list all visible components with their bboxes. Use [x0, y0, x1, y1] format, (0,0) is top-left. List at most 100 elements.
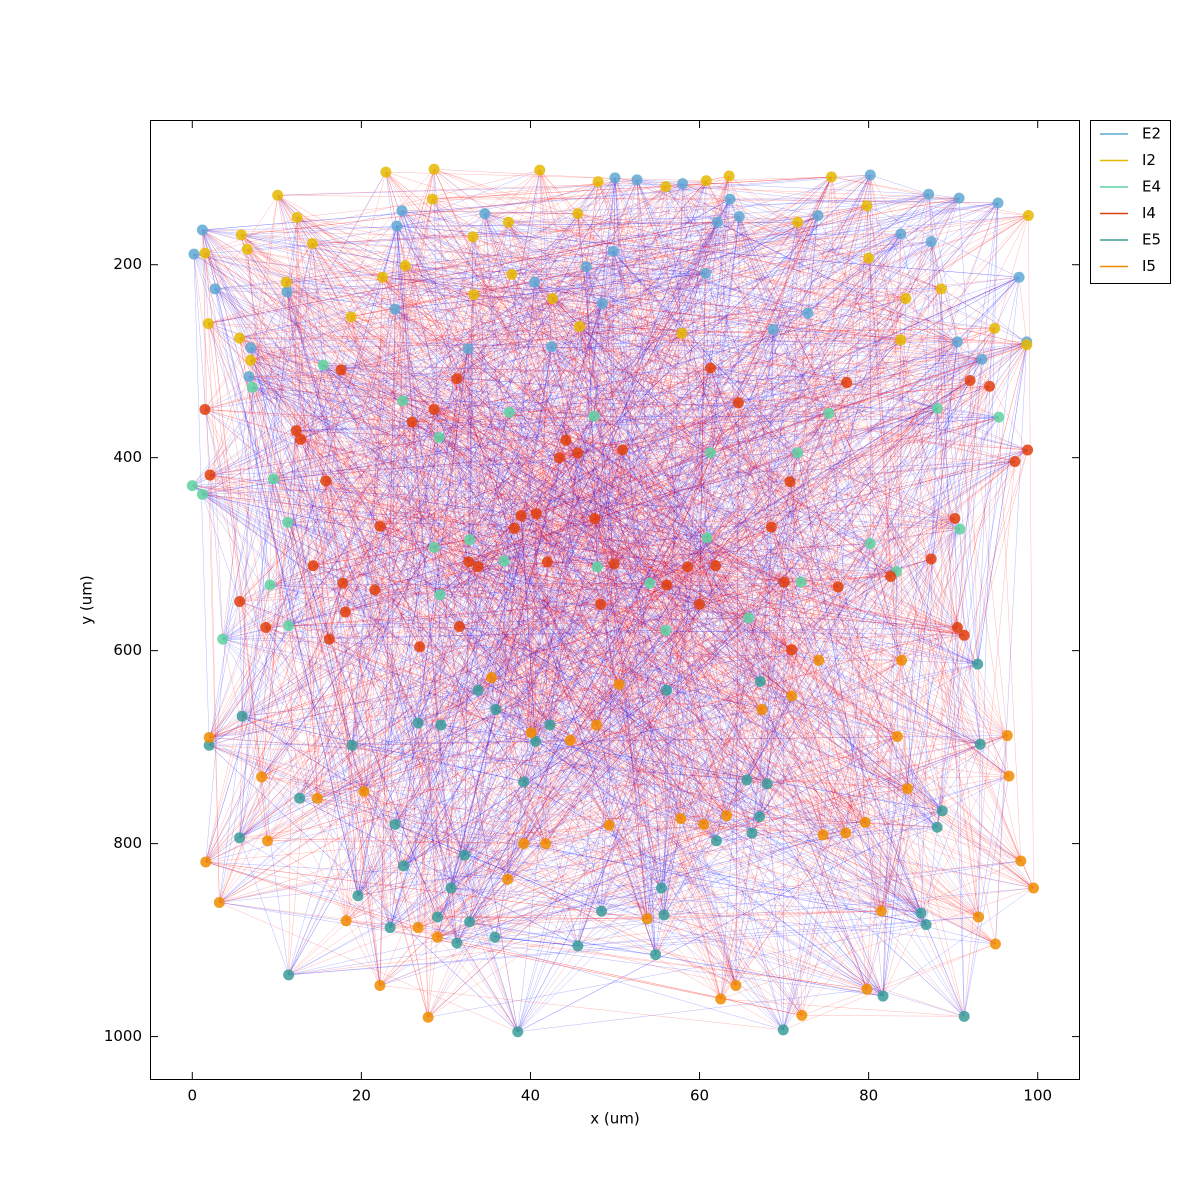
- connection: [666, 380, 971, 691]
- point: [650, 949, 662, 961]
- connection: [601, 860, 1021, 912]
- connection: [661, 775, 1010, 889]
- point: [900, 292, 912, 304]
- connection: [558, 186, 666, 458]
- connection: [534, 282, 548, 562]
- connection: [394, 326, 580, 825]
- connection: [597, 566, 824, 836]
- connection: [357, 409, 435, 896]
- connection: [192, 485, 922, 914]
- connection: [405, 265, 597, 726]
- connection: [665, 186, 932, 560]
- legend-label: E5: [1142, 231, 1161, 249]
- connection: [389, 303, 603, 928]
- connection: [363, 409, 435, 792]
- point: [243, 371, 255, 383]
- connection: [401, 210, 438, 938]
- connection: [208, 216, 740, 324]
- connection: [341, 312, 808, 371]
- connection: [285, 281, 727, 816]
- connection: [396, 225, 768, 784]
- connection: [273, 274, 513, 480]
- connection: [514, 413, 829, 529]
- connection: [192, 294, 474, 486]
- connection: [214, 288, 381, 527]
- point: [335, 364, 347, 376]
- connection: [394, 677, 492, 825]
- connection: [619, 341, 1027, 685]
- connection: [450, 518, 956, 889]
- connection: [514, 527, 598, 567]
- connection: [930, 241, 1010, 777]
- connection: [239, 481, 791, 602]
- connection: [682, 183, 727, 816]
- point: [264, 579, 276, 591]
- connection: [473, 294, 824, 836]
- connection: [609, 825, 922, 914]
- connection: [467, 298, 906, 349]
- connection: [241, 234, 359, 896]
- connection: [434, 409, 578, 454]
- connection: [401, 210, 943, 811]
- connection: [666, 183, 683, 586]
- connection: [208, 323, 704, 825]
- connection: [382, 277, 995, 329]
- connection: [437, 382, 847, 938]
- connection: [818, 571, 897, 661]
- connection: [491, 677, 546, 844]
- connection: [472, 236, 548, 562]
- connection: [882, 298, 907, 997]
- connection: [285, 281, 922, 914]
- connection: [881, 635, 965, 912]
- point: [936, 805, 948, 817]
- connection: [703, 663, 978, 825]
- connection: [346, 920, 721, 1000]
- connection: [379, 985, 784, 1031]
- connection: [345, 400, 404, 921]
- connection: [288, 625, 391, 928]
- connection: [363, 303, 603, 792]
- point: [588, 410, 600, 422]
- connection: [440, 724, 943, 812]
- connection: [325, 480, 839, 588]
- connection: [469, 282, 535, 922]
- connection: [439, 194, 929, 595]
- connection: [614, 177, 650, 584]
- connection: [247, 249, 792, 697]
- connection: [252, 387, 598, 567]
- connection: [325, 480, 365, 792]
- connection: [288, 408, 938, 626]
- connection: [357, 213, 486, 896]
- connection: [433, 547, 1008, 736]
- connection: [312, 243, 536, 742]
- point: [339, 606, 351, 618]
- connection: [705, 273, 802, 583]
- connection: [209, 716, 243, 746]
- point: [675, 813, 687, 825]
- connection: [491, 627, 958, 678]
- connection: [296, 226, 398, 431]
- connection: [252, 387, 359, 896]
- connection: [539, 170, 551, 725]
- connection: [273, 478, 922, 914]
- connection: [351, 745, 438, 938]
- connection: [325, 480, 420, 647]
- connection: [433, 216, 740, 548]
- connection: [401, 210, 792, 650]
- connection: [655, 216, 740, 955]
- connection: [570, 581, 785, 741]
- connection: [312, 179, 638, 244]
- connection: [870, 543, 902, 661]
- connection: [208, 565, 314, 746]
- connection: [405, 169, 435, 266]
- connection: [351, 744, 610, 826]
- connection: [469, 810, 943, 923]
- connection: [666, 690, 884, 997]
- connection: [214, 288, 505, 562]
- connection: [494, 936, 578, 947]
- connection: [419, 646, 465, 856]
- connection: [472, 236, 830, 414]
- connection: [205, 861, 438, 938]
- point: [710, 560, 722, 572]
- connection: [204, 252, 597, 726]
